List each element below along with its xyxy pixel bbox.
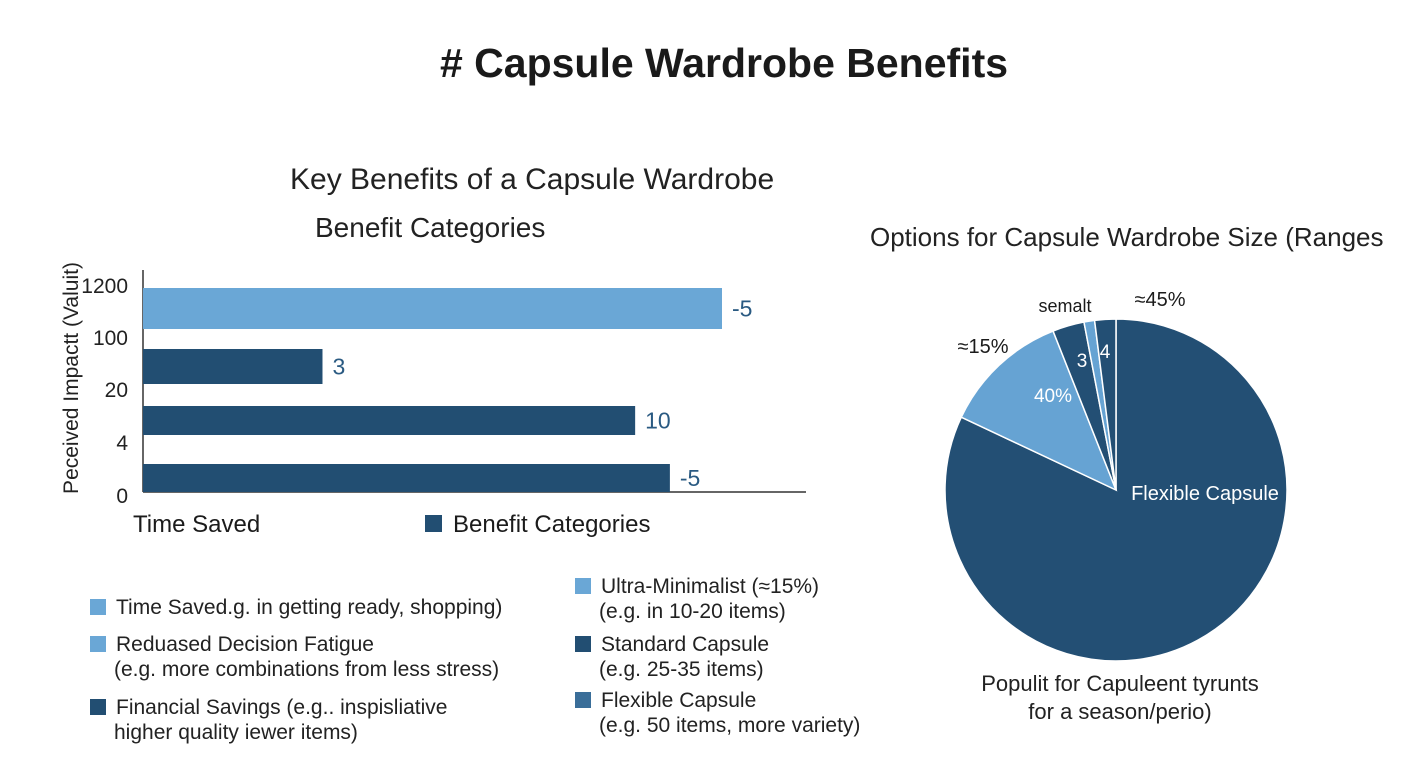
page-title: # Capsule Wardrobe Benefits (439, 40, 1009, 86)
pie-chart-title: Options for Capsule Wardrobe Size (Range… (870, 222, 1384, 252)
legend-label: Time Saved.g. in getting ready, shopping… (116, 596, 503, 619)
y-tick-label: 4 (116, 432, 128, 455)
pie-outer-label: ≈15% (957, 336, 1008, 358)
pie-caption: Populit for Capuleent tyrunts for a seas… (940, 670, 1300, 726)
legend-sublabel: (e.g. 25-35 items) (599, 658, 764, 681)
legend-label: Standard Capsule (601, 633, 770, 656)
y-tick-label: 1200 (81, 275, 128, 298)
legend-sublabel: (e.g. 50 items, more variety) (599, 714, 861, 737)
pie-slice-label: 40% (1034, 386, 1072, 407)
legend-sublabel: (e.g. more combinations from less stress… (114, 658, 500, 681)
bar-data-label: -5 (680, 465, 700, 491)
legend-swatch (575, 578, 591, 594)
legend-label: Benefit Categories (453, 511, 650, 538)
legend-item-flexible-capsule: Flexible Capsule (e.g. 50 items, more va… (575, 688, 860, 738)
legend-label: Reduased Decision Fatigue (116, 633, 374, 656)
pie-slice-label: 4 (1100, 342, 1111, 363)
pie-outer-label: ≈45% (1134, 289, 1185, 311)
bar (143, 464, 670, 492)
bar (143, 406, 636, 435)
legend-item-ultra-minimalist: Ultra-Minimalist (≈15%) (e.g. in 10-20 i… (575, 574, 819, 624)
legend-swatch (575, 692, 591, 708)
legend-sublabel: (e.g. in 10-20 items) (599, 600, 786, 623)
legend-label: Ultra-Minimalist (≈15%) (601, 575, 820, 598)
bar (143, 349, 323, 384)
bar-chart-title: Key Benefits of a Capsule Wardrobe (290, 163, 775, 196)
bar-data-label: 10 (645, 408, 671, 434)
legend-label: Flexible Capsule (601, 689, 757, 712)
legend-label: Financial Savings (e.g.. inspisliative (116, 696, 448, 719)
pie-slice (1093, 318, 1117, 491)
pie-slice (944, 318, 1288, 662)
pie-slice-label: Flexible Capsule (1131, 483, 1279, 505)
legend-swatch (90, 636, 106, 652)
bar-data-label: -5 (732, 296, 752, 322)
pie-slice-label: 3 (1077, 351, 1088, 372)
legend-item-standard-capsule: Standard Capsule (e.g. 25-35 items) (575, 632, 769, 682)
bar (143, 288, 722, 329)
bar-chart-subtitle: Benefit Categories (315, 212, 546, 243)
y-tick-label: 0 (116, 485, 128, 508)
legend-item-financial-savings: Financial Savings (e.g.. inspisliative h… (90, 695, 448, 745)
legend-swatch (575, 636, 591, 652)
legend-swatch (425, 515, 442, 532)
y-tick-label: 20 (105, 379, 128, 402)
legend-item-time-saved: Time Saved.g. in getting ready, shopping… (90, 595, 502, 620)
pie-caption-line1: Populit for Capuleent tyrunts (981, 671, 1259, 696)
y-tick-label: 100 (93, 327, 128, 350)
legend-swatch (90, 599, 106, 615)
pie-caption-line2: for a season/perio) (1028, 699, 1212, 724)
legend-sublabel: higher quality iewer items) (114, 721, 358, 744)
legend-swatch (90, 699, 106, 715)
bar-data-label: 3 (332, 354, 345, 380)
pie-slice (960, 330, 1118, 492)
legend-item-decision-fatigue: Reduased Decision Fatigue (e.g. more com… (90, 632, 499, 682)
pie-outer-label: semalt (1038, 296, 1091, 316)
y-axis-label: Peceived Impactt (Valuit) (60, 262, 83, 494)
x-axis-label: Time Saved (133, 511, 260, 538)
